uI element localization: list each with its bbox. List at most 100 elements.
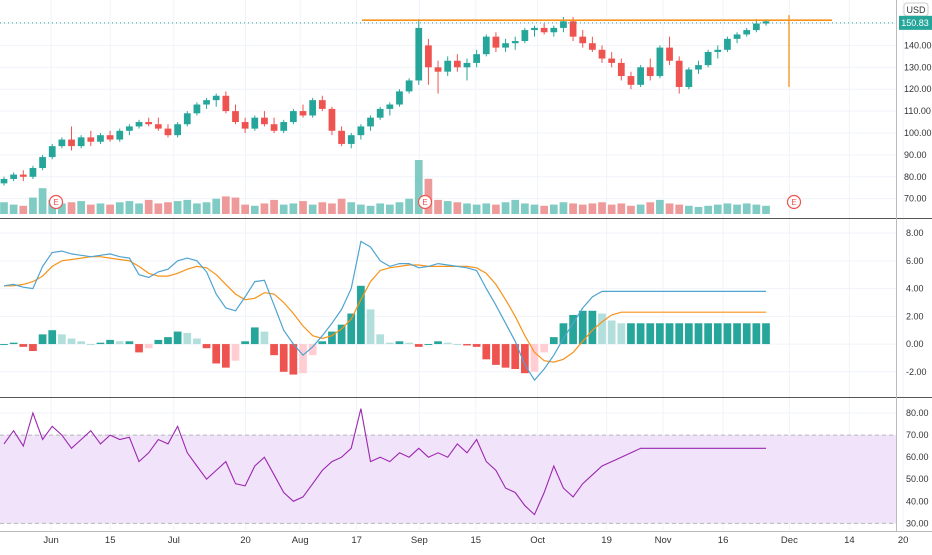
volume-bar — [337, 198, 346, 214]
candlesticks — [0, 16, 770, 186]
macd-histogram-bar — [723, 323, 732, 345]
macd-histogram-bar — [58, 334, 66, 345]
volume-bar — [231, 197, 240, 214]
candle-body — [415, 27, 423, 81]
macd-histogram-bar — [357, 285, 365, 345]
earnings-marker: E — [786, 194, 802, 210]
x-tick-label: Nov — [655, 535, 672, 546]
volume-bar — [617, 203, 626, 214]
candle-body — [752, 23, 760, 31]
candle-body — [627, 76, 635, 85]
macd-histogram-bar — [453, 344, 462, 346]
volume-bar — [656, 199, 664, 214]
macd-histogram-bar — [713, 323, 722, 345]
macd-histogram-bar — [434, 341, 442, 345]
macd-histogram-bar — [19, 344, 28, 347]
candle-body — [589, 43, 596, 50]
macd-histogram-bar — [492, 344, 500, 365]
x-tick-label: Sep — [411, 535, 428, 546]
candle-body — [29, 168, 37, 177]
macd-tick-label: 0.00 — [906, 339, 924, 349]
candle-body — [560, 21, 567, 28]
macd-histogram-bar — [125, 341, 134, 345]
macd-histogram-bar — [115, 341, 124, 345]
price-tick-label: 80.00 — [904, 172, 927, 182]
candle-body — [425, 45, 432, 68]
x-tick-label: 20 — [240, 535, 251, 546]
candle-body — [97, 135, 104, 142]
volume-bar — [289, 203, 298, 214]
volume-bar — [144, 199, 153, 214]
macd-histogram-bar — [501, 344, 510, 368]
volume-bar — [472, 204, 481, 214]
volume-bar — [221, 196, 230, 214]
volume-bar — [607, 204, 616, 214]
volume-bar — [482, 203, 491, 214]
macd-histogram-bar — [511, 344, 520, 370]
candle-body — [48, 146, 56, 158]
rsi-band — [0, 434, 896, 524]
volume-bar — [752, 204, 761, 214]
candle-body — [318, 100, 326, 109]
candle-body — [203, 100, 210, 105]
volume-bar — [463, 203, 471, 214]
macd-histogram-bar — [385, 342, 394, 345]
candle-body — [347, 135, 355, 144]
macd-histogram-bar — [308, 344, 317, 356]
macd-histogram-bar — [337, 324, 346, 345]
candle-body — [434, 67, 442, 72]
macd-histogram-bar — [559, 323, 568, 345]
volume-bar — [665, 203, 674, 214]
candle-body — [289, 111, 297, 123]
x-tick-label: 19 — [601, 535, 612, 546]
volume-bar — [684, 205, 693, 214]
price-tick-label: 130.00 — [904, 62, 932, 72]
earnings-marker: E — [48, 194, 64, 210]
volume-bar — [646, 202, 655, 214]
candle-body — [251, 117, 259, 129]
volume-bar — [115, 202, 124, 214]
usd-label[interactable]: USD — [903, 2, 929, 17]
volume-bar — [598, 202, 606, 214]
macd-tick-label: -2.00 — [906, 367, 927, 377]
macd-histogram-bar — [665, 323, 674, 345]
macd-y-axis: 8.00 6.00 4.00 2.00 0.00 -2.00 — [906, 228, 927, 377]
macd-histogram-bar — [675, 323, 684, 345]
volume-bar — [588, 203, 597, 214]
candle-body — [598, 49, 606, 59]
price-tick-label: 110.00 — [904, 106, 931, 116]
volume-bar — [318, 202, 327, 214]
macd-histogram-bar — [472, 344, 481, 347]
volume-bar — [328, 203, 336, 214]
macd-histogram-bar — [96, 342, 105, 345]
x-axis[interactable]: Jun 15 Jul 20 Aug 17 Sep 15 Oct 19 Nov 16 Dec 14 20 — [43, 535, 908, 546]
x-tick-label: 16 — [718, 535, 729, 546]
volume-bar — [299, 201, 307, 214]
x-tick-label: 15 — [105, 535, 116, 546]
volume-bar — [713, 204, 722, 214]
candle-body — [357, 126, 365, 136]
x-tick-label: 20 — [898, 535, 909, 546]
candle-body — [521, 30, 529, 42]
macd-histogram-bar — [694, 323, 703, 345]
volume-bar — [395, 202, 404, 214]
macd-histogram-bar — [221, 344, 230, 368]
macd-histogram-bar — [86, 344, 95, 346]
volume-bar — [106, 204, 114, 214]
candle-body — [376, 108, 384, 118]
candle-body — [222, 95, 230, 112]
volume-bar — [627, 205, 635, 214]
volume-bar — [183, 199, 192, 214]
macd-histogram-bar — [231, 344, 240, 361]
x-tick-label: 14 — [844, 535, 855, 546]
candle-body — [463, 62, 471, 68]
macd-histogram-bar — [183, 332, 192, 345]
rsi-line — [3, 408, 766, 516]
macd-lines — [3, 240, 766, 382]
volume-bar — [453, 202, 462, 214]
candle-body — [135, 122, 143, 127]
macd-histogram-bar — [0, 344, 8, 346]
candle-body — [232, 111, 239, 123]
macd-histogram-bar — [569, 314, 577, 345]
